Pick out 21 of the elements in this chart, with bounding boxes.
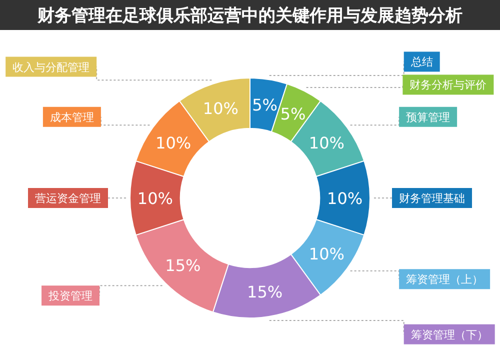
data-label: 15% bbox=[165, 256, 201, 276]
data-label: 5% bbox=[252, 95, 278, 114]
slice-label: 成本管理 bbox=[50, 110, 94, 124]
slice-label: 收入与分配管理 bbox=[12, 60, 90, 74]
slice-label: 财务分析与评价 bbox=[410, 78, 487, 92]
slice-label: 筹资管理（上） bbox=[406, 273, 484, 286]
data-label: 10% bbox=[327, 189, 363, 208]
data-label: 10% bbox=[202, 98, 238, 118]
data-label: 10% bbox=[308, 133, 344, 152]
slice-label: 投资管理 bbox=[48, 290, 93, 303]
data-label: 5% bbox=[280, 104, 306, 124]
slice-label: 预算管理 bbox=[406, 110, 450, 124]
data-label: 10% bbox=[137, 189, 173, 208]
data-label: 10% bbox=[156, 133, 192, 152]
data-label: 10% bbox=[308, 244, 344, 264]
slice-label: 财务管理基础 bbox=[399, 192, 465, 205]
slice-label: 筹资管理（下） bbox=[410, 328, 488, 342]
chart-title: 财务管理在足球俱乐部运营中的关键作用与发展趋势分析 bbox=[36, 6, 462, 26]
slice-label: 营运资金管理 bbox=[35, 192, 101, 205]
slice-label: 总结 bbox=[410, 56, 433, 69]
data-label: 15% bbox=[247, 282, 283, 302]
